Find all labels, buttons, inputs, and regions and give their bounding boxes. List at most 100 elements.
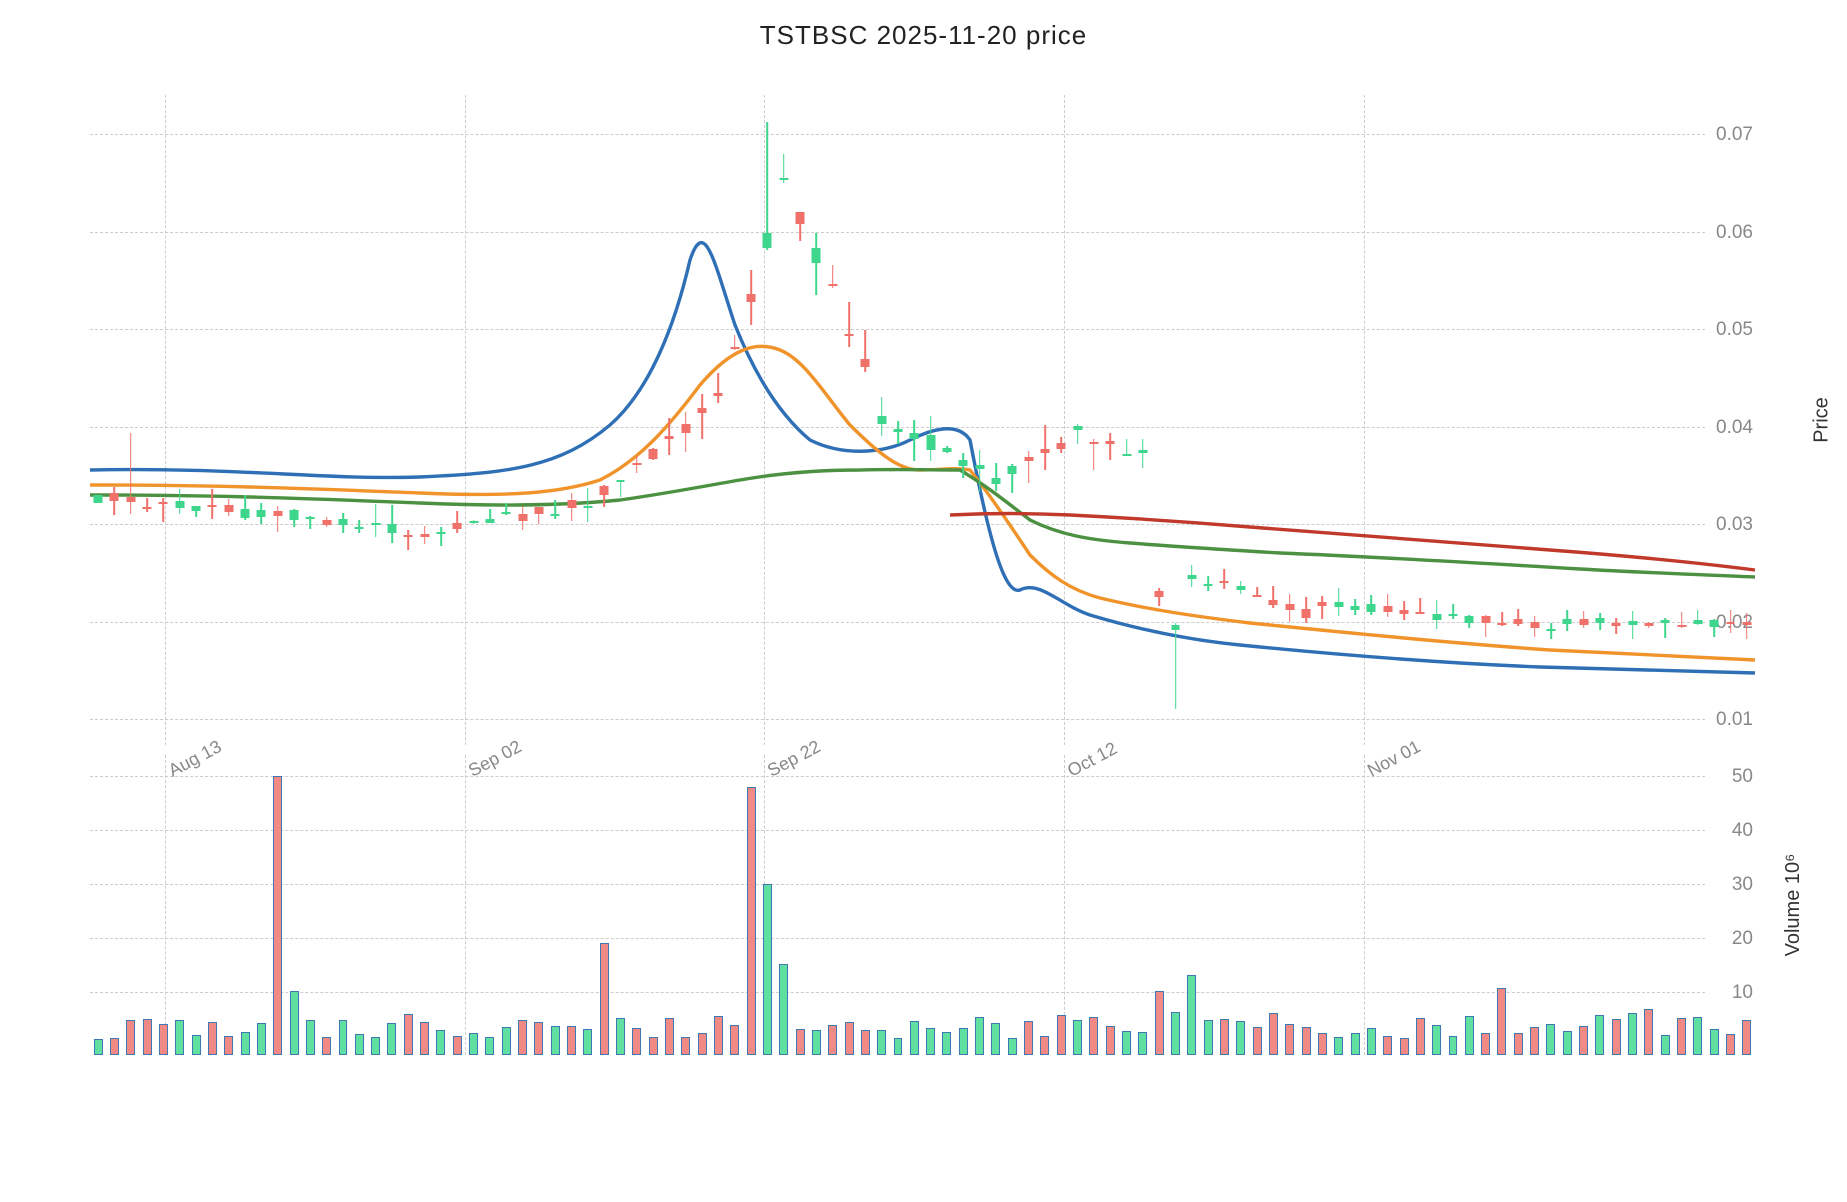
volume-bar	[632, 1028, 641, 1055]
volume-bar	[763, 884, 772, 1055]
candle-body	[763, 233, 772, 248]
volume-bar	[1302, 1027, 1311, 1055]
candle-body	[1089, 442, 1098, 445]
candle-body	[1057, 443, 1066, 450]
volume-bar	[469, 1033, 478, 1055]
volume-bar	[1073, 1020, 1082, 1055]
candle-body	[1302, 609, 1311, 619]
volume-bar	[485, 1037, 494, 1055]
volume-bar	[1122, 1031, 1131, 1055]
candle-body	[1661, 620, 1670, 624]
volume-bar	[1710, 1029, 1719, 1055]
candle-body	[845, 334, 854, 336]
volume-bar	[322, 1037, 331, 1055]
candle-wick	[130, 433, 132, 513]
candle-body	[485, 519, 494, 523]
volume-bar	[436, 1030, 445, 1055]
volume-bar	[1383, 1036, 1392, 1055]
volume-bar	[551, 1026, 560, 1055]
candle-body	[1106, 441, 1115, 444]
volume-bar	[1040, 1036, 1049, 1055]
candle-body	[551, 514, 560, 516]
volume-bar	[1089, 1017, 1098, 1055]
volume-bar	[1644, 1009, 1653, 1055]
candle-body	[991, 478, 1000, 484]
candle-body	[714, 393, 723, 396]
candle-body	[943, 448, 952, 452]
volume-bar	[1253, 1027, 1262, 1055]
candle-body	[1530, 622, 1539, 628]
volume-bar	[273, 776, 282, 1055]
candle-wick	[897, 421, 899, 444]
candle-body	[306, 517, 315, 519]
volume-bar	[1612, 1019, 1621, 1055]
candle-body	[747, 294, 756, 302]
candles-container	[90, 95, 1755, 745]
volume-bar	[1563, 1031, 1572, 1055]
candle-wick	[979, 450, 981, 492]
candle-wick	[848, 302, 850, 347]
volume-bar	[1285, 1024, 1294, 1055]
volume-bar	[877, 1030, 886, 1055]
candle-body	[1383, 606, 1392, 612]
candle-body	[812, 248, 821, 263]
candle-body	[126, 497, 135, 502]
candle-body	[1726, 622, 1735, 624]
volume-bar	[1416, 1018, 1425, 1055]
candle-wick	[1044, 425, 1046, 471]
candle-wick	[375, 504, 377, 537]
candle-wick	[554, 500, 556, 519]
volume-bar	[1138, 1032, 1147, 1055]
candle-body	[110, 493, 119, 500]
volume-bar	[143, 1019, 152, 1055]
candle-body	[175, 501, 184, 508]
candle-body	[1595, 618, 1604, 622]
candle-wick	[1142, 439, 1144, 468]
candle-body	[894, 429, 903, 432]
chart-root: TSTBSC 2025-11-20 price 0.07 0.06 0.05 0…	[0, 0, 1847, 1202]
candle-body	[1612, 623, 1621, 625]
volume-bar	[665, 1018, 674, 1055]
candle-body	[1122, 454, 1131, 456]
candle-body	[1693, 620, 1702, 624]
volume-panel: 50 40 30 20 10 Volume 10⁶ Aug 13 Sep 02 …	[90, 755, 1755, 1055]
candle-body	[1742, 622, 1751, 625]
volume-bar	[1661, 1035, 1670, 1055]
volume-bar	[1726, 1034, 1735, 1055]
volume-bar	[796, 1029, 805, 1055]
candle-body	[1644, 623, 1653, 626]
candle-body	[1514, 619, 1523, 624]
candle-body	[371, 523, 380, 525]
candle-wick	[816, 233, 818, 295]
candle-body	[388, 524, 397, 534]
volume-bar	[926, 1028, 935, 1055]
volume-bar	[518, 1020, 527, 1055]
candle-body	[1187, 575, 1196, 578]
candle-body	[616, 480, 625, 482]
volume-bar	[241, 1032, 250, 1055]
volume-bar	[1432, 1025, 1441, 1055]
volume-bar	[192, 1035, 201, 1055]
volume-bar	[306, 1020, 315, 1055]
volume-bar	[1269, 1013, 1278, 1055]
candle-body	[698, 408, 707, 412]
volume-bar	[1595, 1015, 1604, 1055]
candle-body	[828, 284, 837, 286]
volume-bar	[1677, 1018, 1686, 1055]
chart-title: TSTBSC 2025-11-20 price	[0, 20, 1847, 51]
candle-body	[1204, 584, 1213, 586]
volume-bar	[567, 1026, 576, 1055]
volume-bar	[1546, 1024, 1555, 1055]
volume-bar	[975, 1017, 984, 1055]
candle-body	[681, 424, 690, 433]
volume-bar	[371, 1037, 380, 1055]
candle-wick	[718, 373, 720, 402]
volume-bar	[94, 1039, 103, 1055]
volume-bar	[110, 1038, 119, 1055]
volume-bar	[339, 1020, 348, 1055]
volume-bar	[1220, 1019, 1229, 1055]
candle-wick	[1452, 604, 1454, 619]
candle-body	[1269, 600, 1278, 605]
volume-bar	[1693, 1017, 1702, 1055]
candle-body	[534, 507, 543, 514]
